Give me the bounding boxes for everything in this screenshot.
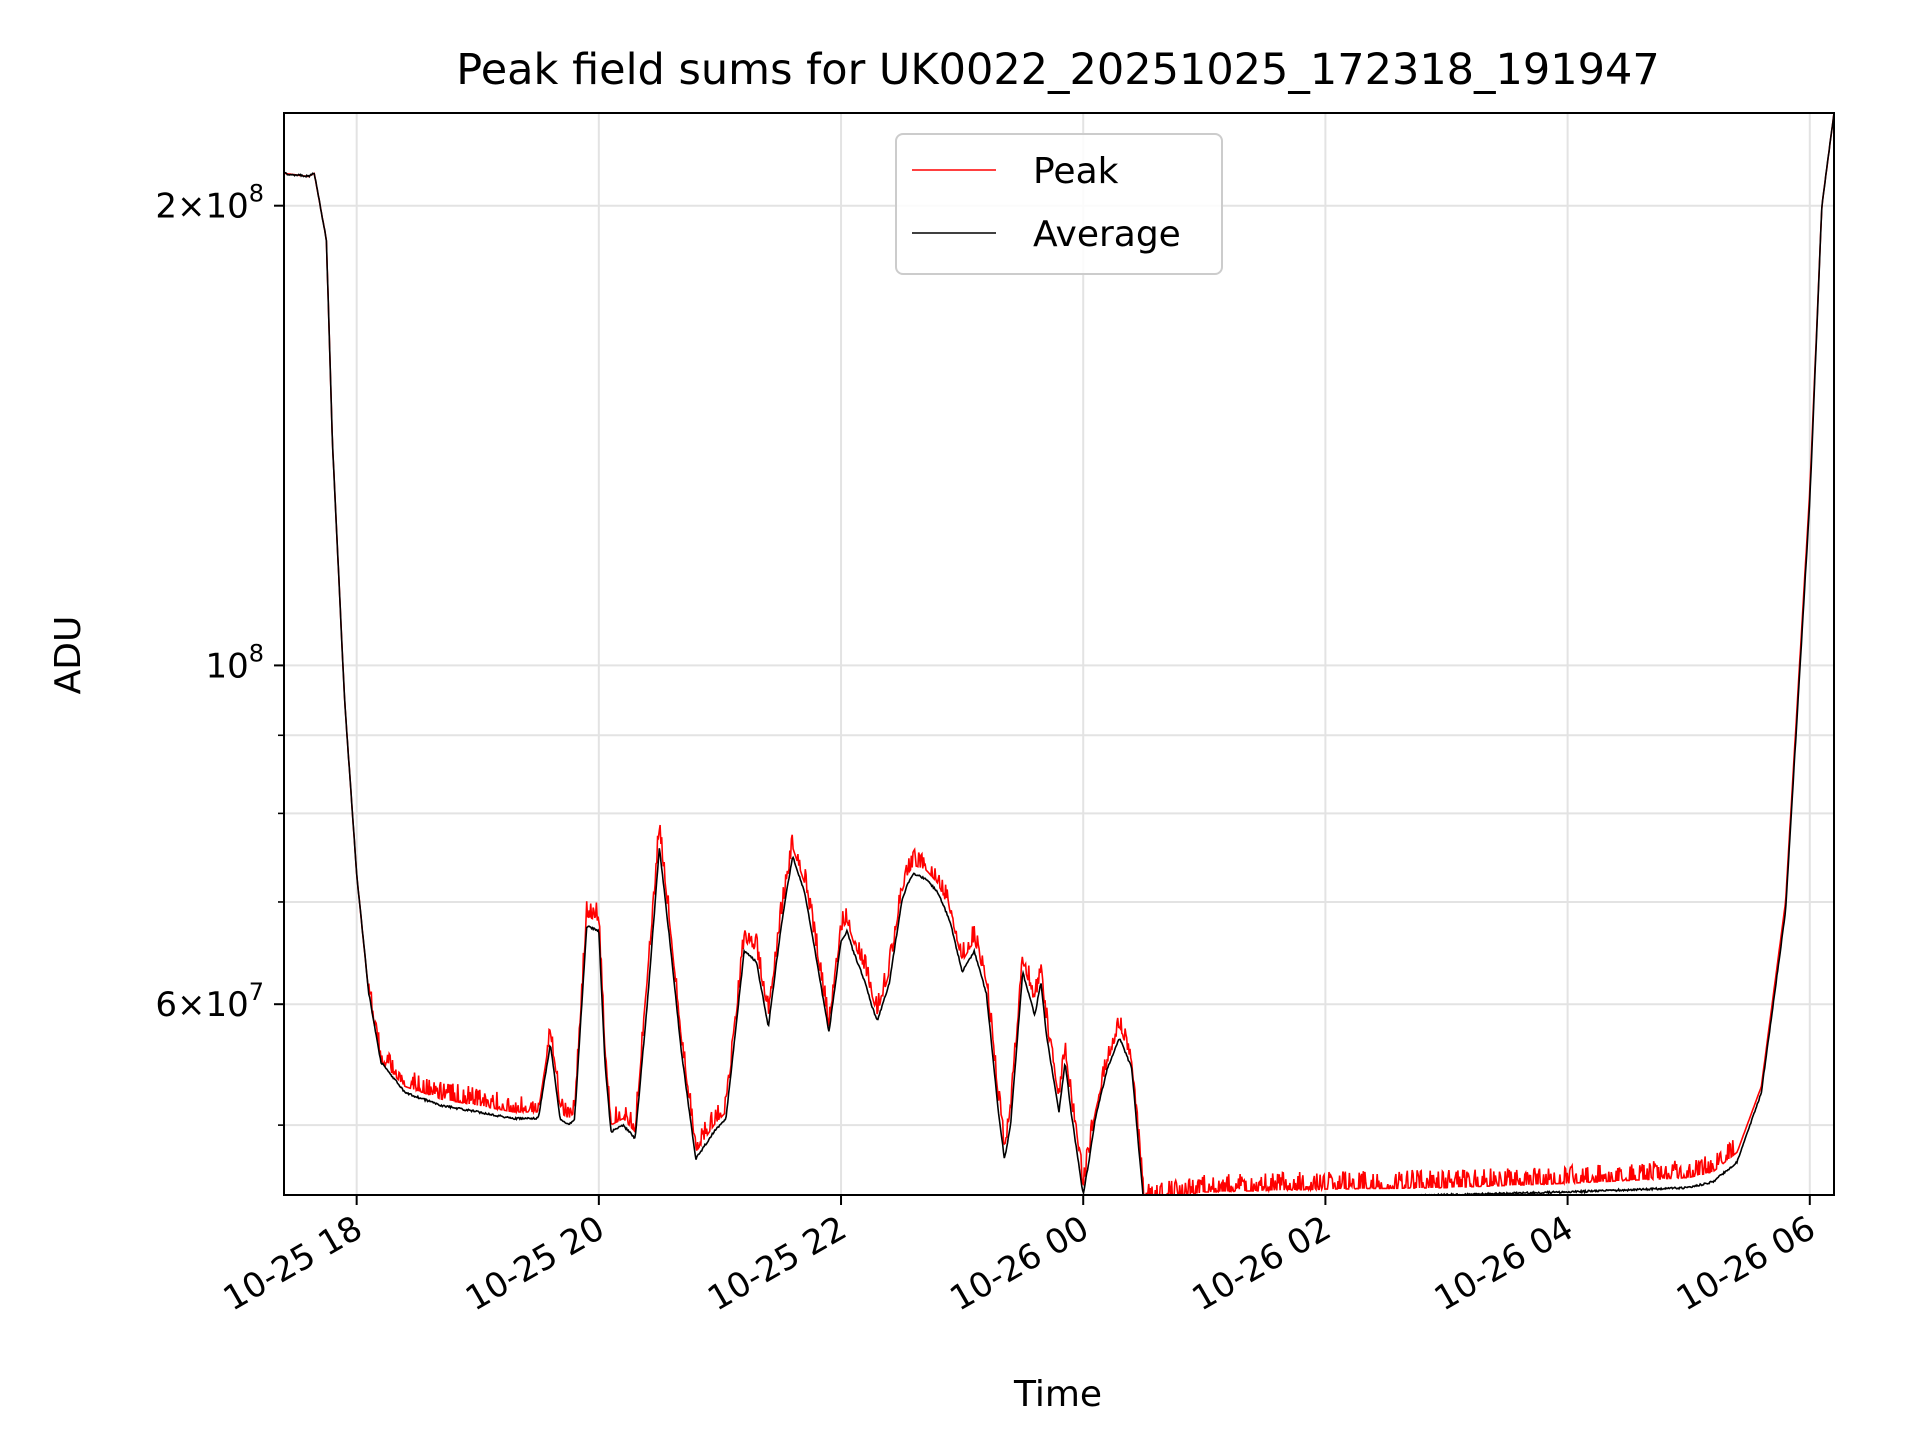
legend-average-label: Average bbox=[1033, 214, 1181, 255]
plot-area bbox=[284, 113, 1834, 1195]
y-tick-label-exponent: 8 bbox=[249, 639, 264, 667]
y-tick-label-exponent: 8 bbox=[249, 180, 264, 208]
legend-box bbox=[895, 133, 1223, 275]
plot-frame bbox=[283, 112, 1835, 1196]
y-tick-label-base: 2×10 bbox=[155, 187, 248, 227]
y-tick-label-base: 10 bbox=[205, 646, 248, 686]
y-tick-label: 108 bbox=[205, 639, 264, 686]
series-line-average bbox=[284, 113, 1834, 1195]
x-axis-label: Time bbox=[1013, 1374, 1102, 1415]
y-axis-label: ADU bbox=[48, 616, 89, 695]
chart-title: Peak field sums for UK0022_20251025_1723… bbox=[456, 45, 1659, 95]
series-line-peak bbox=[284, 113, 1834, 1195]
y-tick-label: 6×107 bbox=[155, 978, 264, 1025]
legend: Peak Average bbox=[895, 133, 1223, 275]
y-tick-label: 2×108 bbox=[155, 180, 264, 227]
y-tick-label-exponent: 7 bbox=[249, 978, 264, 1006]
legend-peak-label: Peak bbox=[1033, 151, 1119, 192]
y-tick-label-base: 6×10 bbox=[155, 985, 248, 1025]
